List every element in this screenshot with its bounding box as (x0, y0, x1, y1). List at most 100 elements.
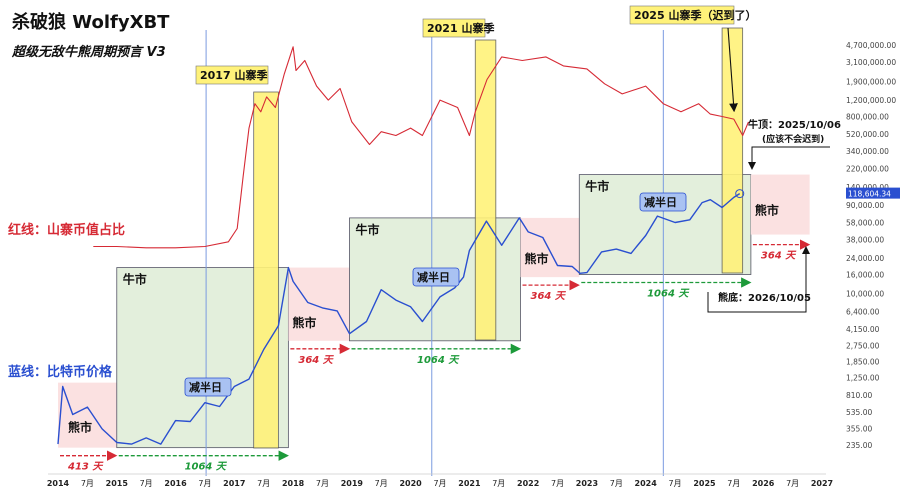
altseason-column-2 (721, 27, 744, 274)
last-price-label: 118,604.34 (848, 190, 891, 199)
phase-label-4: 熊市 (525, 251, 549, 266)
halving-badge-2: 减半日 (644, 195, 677, 209)
x-tick-label: 2023 (576, 479, 598, 488)
page-subtitle: 超级无敌牛熊周期预言 V3 (11, 44, 166, 60)
x-tick-label: 7月 (316, 479, 329, 488)
altseason-tag-bg-0 (195, 65, 269, 85)
altseason-column-1 (474, 39, 497, 341)
halving-badge-1: 减半日 (417, 270, 450, 284)
duration-label-4: 364 天 (531, 291, 567, 302)
halving-badge-bg-2 (639, 192, 687, 212)
duration-label-0: 413 天 (67, 462, 104, 473)
altcoin-share-line (93, 46, 750, 249)
top-annotation-note: (应该不会迟到) (762, 133, 824, 145)
y-tick-label: 6,400.00 (846, 308, 880, 317)
y-tick-label: 1,250.00 (846, 373, 880, 382)
duration-label-3: 1064 天 (417, 355, 460, 366)
top-annotation: 牛顶：2025/10/06 (748, 118, 841, 131)
x-tick-label: 2019 (341, 479, 364, 488)
phase-box-bear-4 (520, 217, 580, 278)
y-tick-label: 1,850.00 (846, 358, 880, 367)
x-tick-label: 2014 (47, 479, 70, 488)
axes-layer: 2014 7月 2015 7月 2016 7月 2017 7月 2018 7月 2019 7月 2020… (47, 41, 900, 488)
top-callout-arrow (748, 146, 830, 170)
y-tick-label: 3,100,000.00 (846, 58, 896, 67)
bottom-annotation: 熊底：2026/10/05 (718, 291, 811, 304)
y-tick-label: 800,000.00 (846, 113, 889, 122)
x-tick-label: 2018 (282, 479, 305, 488)
x-tick-label: 2021 (458, 479, 481, 488)
y-tick-label: 16,000.00 (846, 271, 884, 280)
altseason-tag-1: 2021 山寨季 (427, 21, 495, 35)
phase-label-6: 熊市 (755, 203, 779, 218)
y-tick-label: 1,200,000.00 (846, 96, 896, 105)
y-tick-label: 10,000.00 (846, 290, 884, 299)
y-tick-label: 90,000.00 (846, 201, 884, 210)
x-tick-label: 7月 (375, 479, 388, 488)
phase-label-2: 熊市 (292, 315, 316, 330)
last-price-badge (846, 187, 900, 199)
altseason-tag-0: 2017 山寨季 (200, 68, 268, 82)
x-tick-label: 2020 (399, 479, 422, 488)
phase-box-bear-0 (58, 382, 117, 448)
halving-badge-bg-0 (184, 377, 232, 397)
y-tick-label: 535.00 (846, 408, 872, 417)
y-tick-label: 24,000.00 (846, 254, 884, 263)
y-tick-label: 140,000.00 (846, 183, 889, 192)
btc-last-point (735, 189, 745, 199)
legend-alt-label: 红线：山寨币值占比 (8, 222, 125, 238)
altseason-tag-2: 2025 山寨季（迟到了） (634, 8, 756, 22)
y-tick-label: 340,000.00 (846, 147, 889, 156)
halving-lines-layer (205, 30, 664, 476)
y-tick-label: 2,750.00 (846, 342, 880, 351)
x-tick-label: 2022 (517, 479, 539, 488)
phase-box-bear-6 (750, 174, 810, 235)
y-tick-label: 58,000.00 (846, 219, 884, 228)
x-tick-label: 7月 (786, 479, 799, 488)
phase-box-bear-2 (288, 267, 350, 341)
x-tick-label: 7月 (492, 479, 505, 488)
altseason-column-0 (253, 91, 279, 449)
y-tick-label: 1,900,000.00 (846, 78, 896, 87)
x-tick-label: 7月 (727, 479, 740, 488)
x-tick-label: 2015 (106, 479, 129, 488)
y-tick-label: 38,000.00 (846, 236, 884, 245)
x-tick-label: 7月 (257, 479, 270, 488)
y-tick-label: 810.00 (846, 391, 872, 400)
duration-label-2: 364 天 (298, 355, 334, 366)
x-tick-label: 7月 (551, 479, 564, 488)
x-tick-label: 7月 (81, 479, 94, 488)
x-tick-label: 7月 (198, 479, 211, 488)
bottom-callout-arrow (707, 246, 810, 313)
legend-btc-label: 蓝线：比特币价格 (8, 364, 113, 380)
top-pointer-arrow (727, 27, 738, 113)
duration-label-6: 364 天 (761, 251, 797, 262)
y-tick-label: 220,000.00 (846, 165, 889, 174)
y-tick-label: 355.00 (846, 424, 872, 433)
phase-label-1: 牛市 (123, 272, 147, 287)
y-tick-label: 520,000.00 (846, 130, 889, 139)
altseason-tag-bg-2 (629, 5, 735, 25)
x-tick-label: 2025 (693, 479, 716, 488)
x-tick-label: 7月 (433, 479, 446, 488)
x-tick-label: 7月 (610, 479, 623, 488)
chart-background-layer (58, 27, 810, 449)
y-tick-label: 4,700,000.00 (846, 41, 896, 50)
x-tick-label: 2026 (752, 479, 775, 488)
x-tick-label: 7月 (140, 479, 153, 488)
btc-price-line (57, 193, 741, 445)
altseason-tag-bg-1 (422, 18, 486, 38)
x-tick-label: 7月 (669, 479, 682, 488)
duration-label-1: 1064 天 (185, 462, 228, 473)
halving-badge-bg-1 (412, 267, 460, 287)
x-tick-label: 2016 (164, 479, 187, 488)
x-tick-label: 2017 (223, 479, 245, 488)
x-tick-label: 2027 (811, 479, 833, 488)
y-tick-label: 235.00 (846, 441, 872, 450)
phase-label-3: 牛市 (355, 222, 379, 237)
phase-label-5: 牛市 (585, 179, 609, 194)
y-tick-label: 4,150.00 (846, 325, 880, 334)
series-layer (57, 46, 750, 445)
